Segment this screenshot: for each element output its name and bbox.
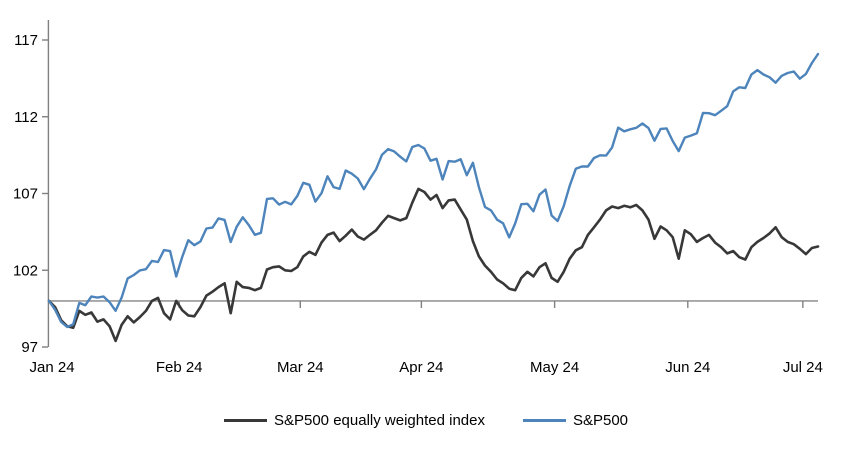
legend-swatch-sp500 xyxy=(522,419,566,422)
y-tick-label: 107 xyxy=(13,186,38,203)
x-tick-label: Jun 24 xyxy=(665,359,710,376)
y-tick-label: 117 xyxy=(14,32,38,49)
x-tick-label: Jul 24 xyxy=(783,359,823,376)
legend-item-sp500: S&P500 xyxy=(522,412,629,429)
x-tick-label: Mar 24 xyxy=(277,359,324,376)
x-tick-label: May 24 xyxy=(530,359,579,376)
x-tick-label: Feb 24 xyxy=(156,359,203,376)
legend-swatch-equal-weight xyxy=(223,419,267,422)
legend-label-sp500: S&P500 xyxy=(572,412,629,429)
x-tick-label: Apr 24 xyxy=(399,359,443,376)
chart-legend: S&P500 equally weighted index S&P500 xyxy=(0,412,852,429)
y-tick-label: 112 xyxy=(14,109,38,126)
series-line-sp500 xyxy=(47,52,820,329)
y-tick-label: 102 xyxy=(13,262,38,279)
y-tick-label: 97 xyxy=(21,339,38,356)
legend-label-equal-weight: S&P500 equally weighted index xyxy=(273,412,485,429)
series-line-equal-weight xyxy=(47,187,820,343)
x-tick-label: Jan 24 xyxy=(30,359,75,376)
legend-item-equal-weight: S&P500 equally weighted index xyxy=(223,412,485,429)
